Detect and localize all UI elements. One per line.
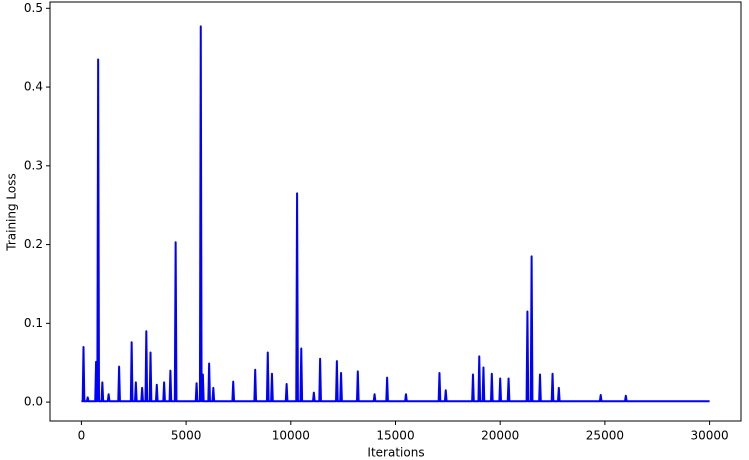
x-tick-label: 25000 (586, 429, 624, 443)
y-axis-label: Training Loss (5, 173, 19, 251)
y-tick-label: 0.4 (24, 80, 43, 94)
x-tick-label: 5000 (171, 429, 202, 443)
y-tick-label: 0.1 (24, 316, 43, 330)
loss-line (81, 25, 710, 403)
y-tick-label: 0.2 (24, 237, 43, 251)
x-tick-label: 15000 (376, 429, 414, 443)
x-tick-label: 0 (78, 429, 86, 443)
y-tick-label: 0.0 (24, 395, 43, 409)
x-tick-label: 10000 (272, 429, 310, 443)
x-axis-label: Iterations (367, 446, 424, 460)
y-tick-label: 0.5 (24, 1, 43, 15)
y-tick-label: 0.3 (24, 158, 43, 172)
x-tick-label: 30000 (690, 429, 728, 443)
x-tick-label: 20000 (481, 429, 519, 443)
plot-frame (49, 1, 742, 422)
